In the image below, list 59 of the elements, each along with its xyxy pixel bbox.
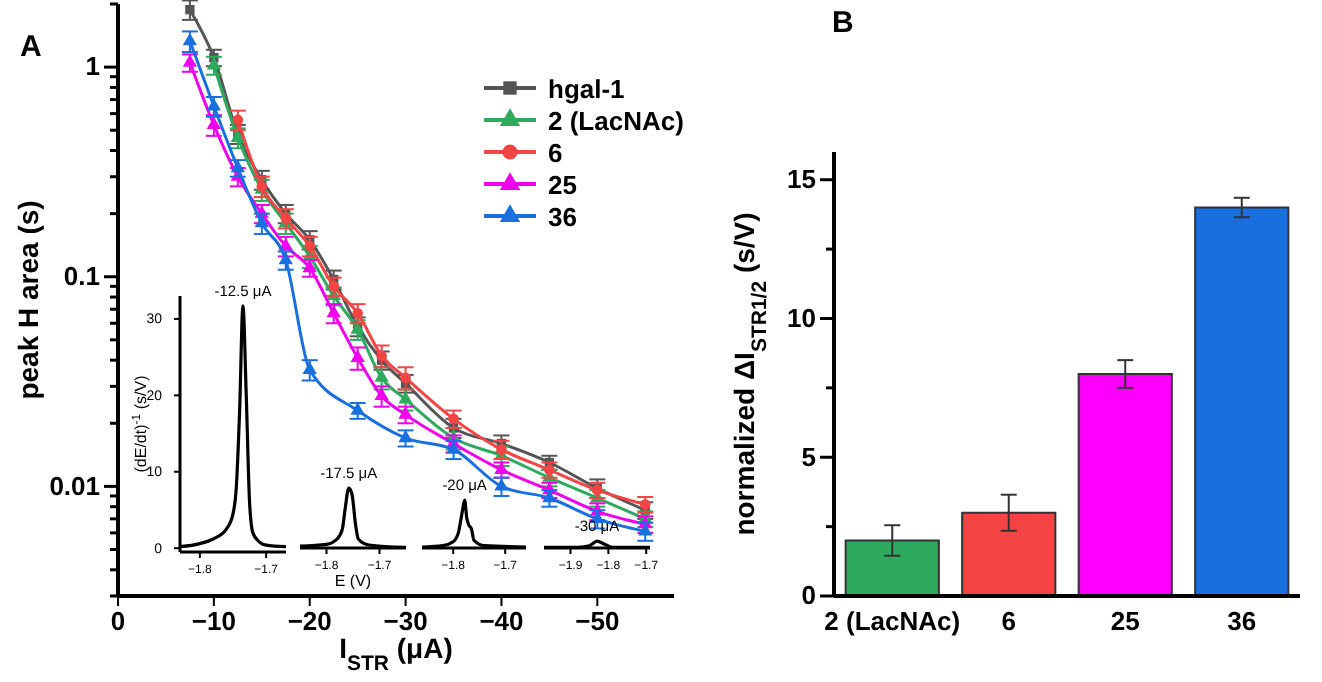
point (182, 32, 198, 46)
point (254, 215, 269, 228)
point (185, 4, 195, 15)
point (328, 281, 339, 292)
point (639, 499, 651, 510)
legend-label: 25 (548, 170, 577, 200)
legend-label: 2 (LacNAc) (548, 106, 684, 136)
point (374, 369, 389, 382)
x-tick-label: 0 (110, 606, 126, 637)
point (400, 372, 411, 383)
x-axis-title: E (V) (334, 572, 372, 590)
point (374, 387, 389, 401)
point (398, 429, 413, 443)
point (542, 489, 557, 503)
legend-label: 36 (548, 202, 577, 232)
x-tick-label: 6 (1001, 606, 1016, 637)
x-tick-label: −30 (383, 606, 428, 637)
point (302, 259, 317, 273)
point (494, 478, 509, 491)
point (326, 304, 341, 318)
point (206, 98, 221, 111)
x-tick-label: 2 (LacNAc) (824, 606, 961, 637)
x-tick-label: −50 (575, 606, 620, 637)
y-tick-label: 0.1 (63, 261, 100, 292)
point (350, 349, 365, 363)
point (376, 350, 387, 362)
x-tick-label: −10 (191, 606, 236, 637)
y-tick-label: 15 (787, 164, 816, 195)
point (206, 116, 221, 130)
point (206, 57, 221, 70)
y-axis-title: peak H area (s) (12, 200, 44, 400)
point (398, 406, 413, 419)
x-tick-label: −20 (287, 606, 332, 637)
y-tick-label: 0.01 (49, 470, 100, 501)
point (232, 114, 244, 126)
point (230, 159, 245, 173)
point (302, 361, 317, 374)
point (278, 251, 293, 265)
x-tick-label: 25 (1110, 606, 1140, 637)
x-axis-title: I$_{STR}$ (μA) (339, 632, 453, 676)
point (304, 240, 316, 252)
point (446, 441, 461, 454)
point (350, 402, 365, 415)
point (496, 444, 507, 455)
legend-label: 6 (548, 138, 563, 168)
point (182, 54, 198, 67)
x-tick-label: −40 (479, 606, 524, 637)
point (398, 391, 413, 404)
text: A (20, 30, 42, 64)
y-tick-label: 10 (787, 302, 816, 333)
legend-label: hgal-1 (548, 74, 625, 104)
point (638, 523, 653, 536)
bar (1194, 206, 1290, 597)
x-tick-label: 36 (1227, 606, 1257, 637)
point (494, 461, 509, 474)
y-tick-label: 1 (85, 51, 100, 82)
chart-title: B (832, 6, 854, 40)
point (352, 307, 363, 319)
y-tick-label: 5 (801, 441, 816, 472)
